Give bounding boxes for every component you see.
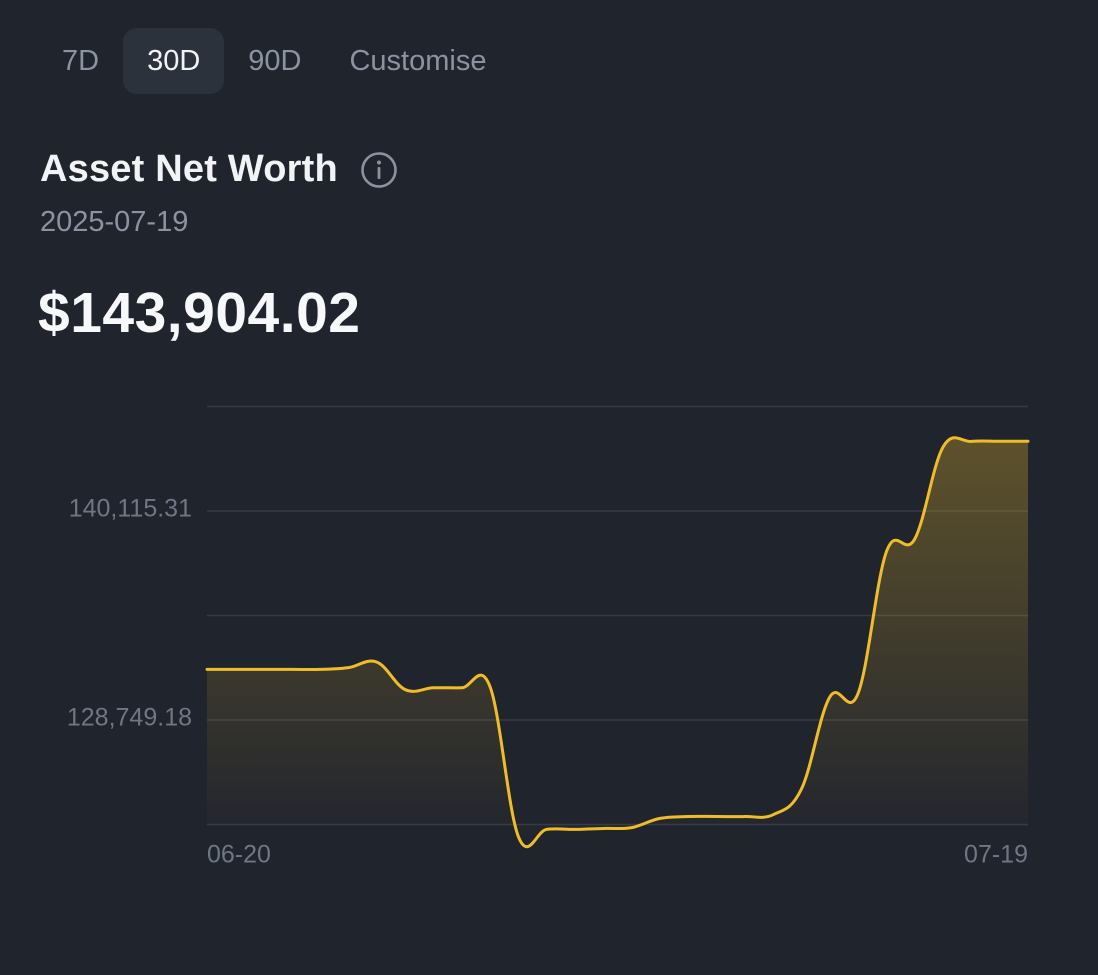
tab-90d[interactable]: 90D bbox=[248, 44, 302, 77]
net-worth-amount: $143,904.02 bbox=[38, 281, 361, 345]
tab-7d[interactable]: 7D bbox=[62, 44, 100, 77]
range-tabs: 7D 30D 90D Customise bbox=[38, 28, 510, 94]
x-tick-label: 07-19 bbox=[964, 841, 1028, 869]
as-of-date: 2025-07-19 bbox=[40, 206, 189, 238]
info-circle-icon[interactable] bbox=[360, 151, 398, 189]
tab-customise[interactable]: Customise bbox=[349, 44, 487, 77]
page-title: Asset Net Worth bbox=[40, 148, 338, 190]
tab-30d[interactable]: 30D bbox=[123, 28, 225, 94]
chart-svg: 140,115.31 128,749.18 06-20 07-19 bbox=[67, 405, 1030, 869]
series-area bbox=[207, 437, 1028, 847]
y-tick-label: 128,749.18 bbox=[67, 704, 192, 732]
title-row: Asset Net Worth bbox=[40, 148, 398, 191]
x-tick-label: 06-20 bbox=[207, 841, 271, 869]
net-worth-chart[interactable]: 140,115.31 128,749.18 06-20 07-19 bbox=[0, 380, 1098, 880]
series-line bbox=[205, 436, 1030, 849]
y-tick-label: 140,115.31 bbox=[69, 495, 192, 523]
